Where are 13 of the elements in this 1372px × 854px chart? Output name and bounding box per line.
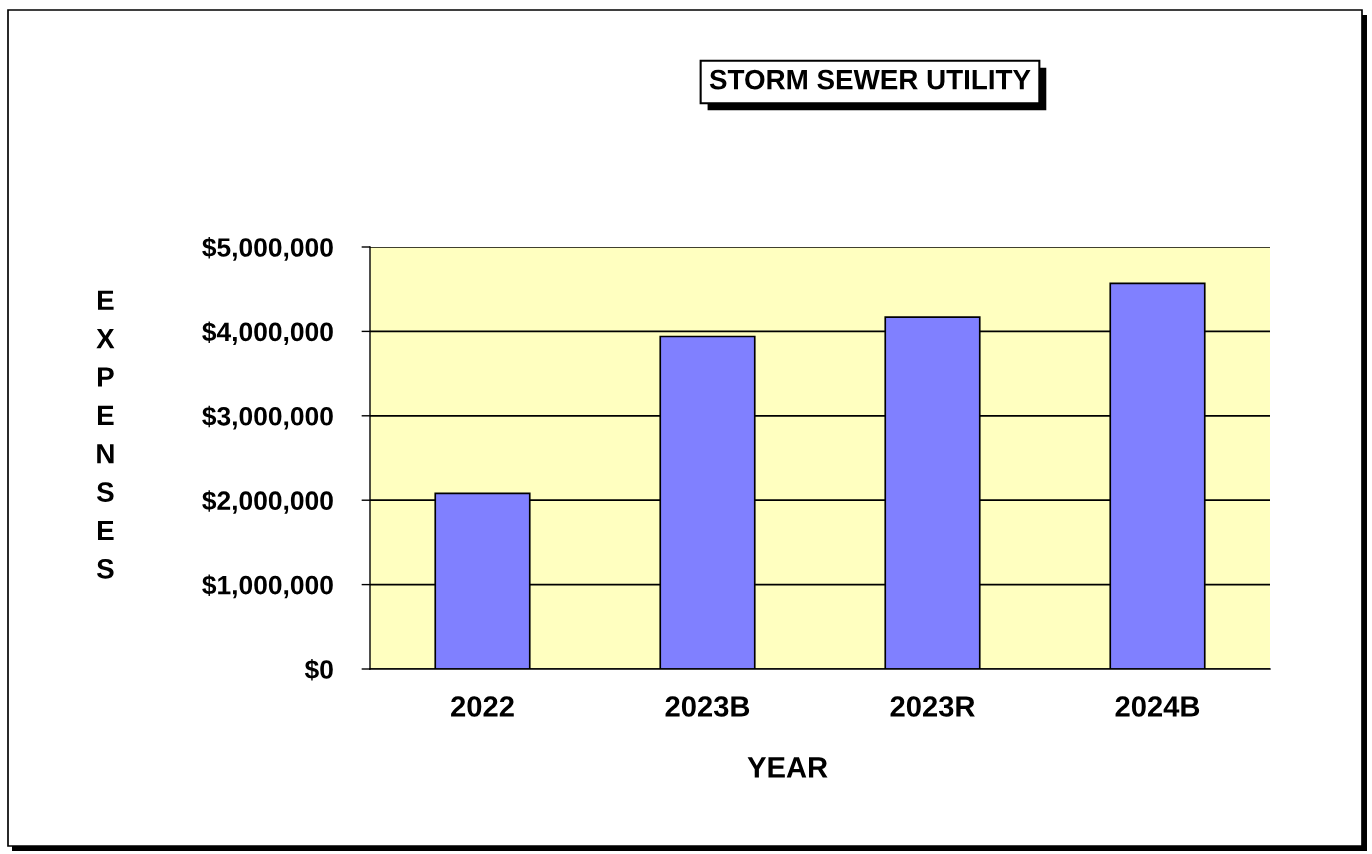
x-tick-label: 2024B (1115, 696, 1200, 717)
y-tick-label: $1,000,000 (202, 574, 333, 599)
y-tick-label: $3,000,000 (202, 405, 333, 430)
chart-title: STORM SEWER UTILITY (709, 69, 1031, 90)
x-tick-label: 2022 (451, 696, 514, 717)
y-axis-title: EXPENSES (96, 290, 115, 579)
y-tick-label: $0 (304, 658, 333, 681)
x-tick-label: 2023R (890, 696, 975, 717)
y-tick-label: $5,000,000 (202, 236, 333, 261)
y-tick-label: $2,000,000 (202, 490, 333, 514)
x-axis-title: YEAR (747, 757, 828, 778)
x-tick-label: 2023B (665, 696, 750, 717)
y-tick-label: $4,000,000 (202, 321, 333, 346)
